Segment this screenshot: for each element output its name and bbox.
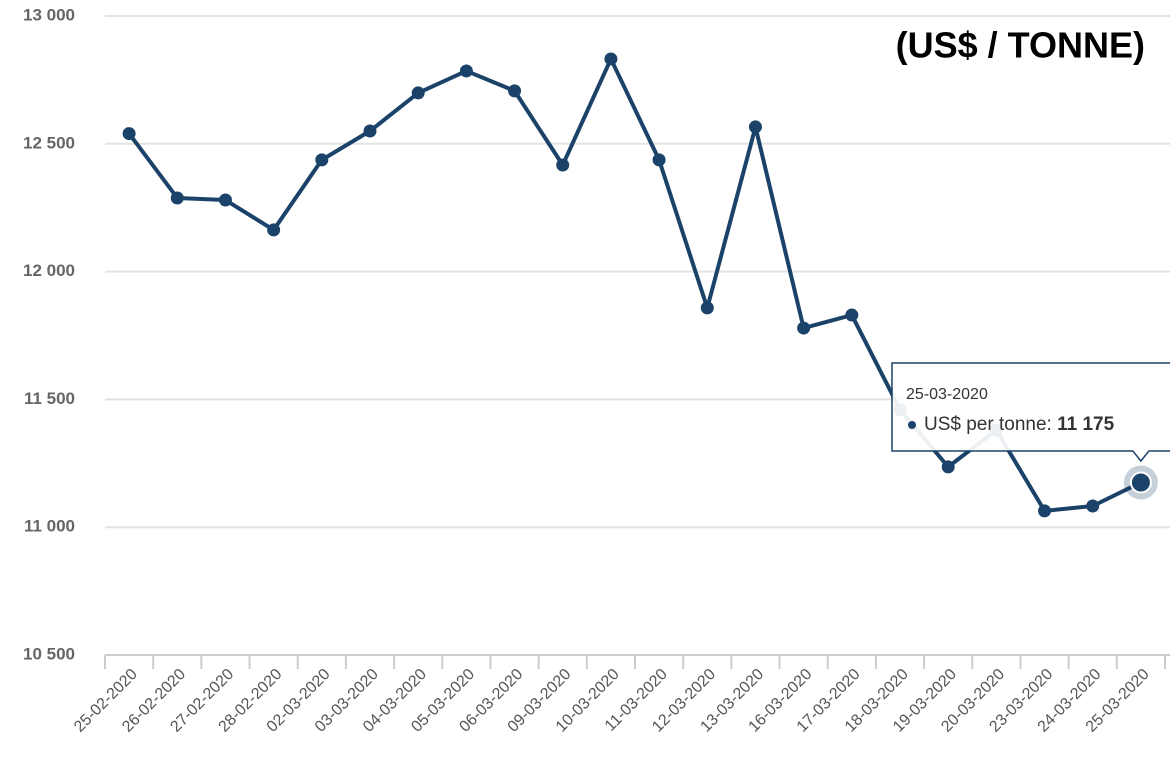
tooltip-text: US$ per tonne: 11 175: [924, 414, 1115, 435]
tooltip-label: US$ per tonne:: [924, 414, 1052, 435]
point: [122, 127, 136, 141]
tooltip-box: [891, 362, 1170, 463]
point: [508, 84, 522, 98]
point: [315, 153, 329, 167]
point: [941, 460, 955, 474]
point: [1129, 471, 1152, 494]
point: [267, 223, 281, 237]
point: [797, 321, 811, 335]
point: [1086, 499, 1100, 513]
point: [845, 308, 859, 322]
tooltip: 25-03-2020 US$ per tonne: 11 175: [891, 362, 1170, 463]
y-tick-label: 12 500: [23, 133, 75, 152]
y-tick-label: 11 000: [24, 517, 75, 536]
point: [411, 86, 425, 100]
point: [556, 158, 570, 172]
y-tick-label: 11 500: [24, 389, 75, 408]
y-tick-label: 13 000: [23, 5, 75, 24]
unit-annotation: (US$ / TONNE): [896, 25, 1145, 66]
tooltip-value: 11 175: [1057, 414, 1114, 435]
point: [700, 301, 714, 315]
point: [748, 120, 762, 134]
tooltip-date: 25-03-2020: [906, 386, 988, 403]
y-tick-label: 10 500: [23, 644, 75, 663]
y-tick-label: 12 000: [23, 261, 75, 280]
point: [459, 64, 473, 78]
point: [218, 193, 232, 207]
point: [652, 153, 666, 167]
point: [363, 124, 377, 138]
point: [604, 52, 618, 66]
tooltip-bullet: [908, 421, 916, 429]
point: [1038, 504, 1052, 518]
point: [170, 191, 184, 205]
